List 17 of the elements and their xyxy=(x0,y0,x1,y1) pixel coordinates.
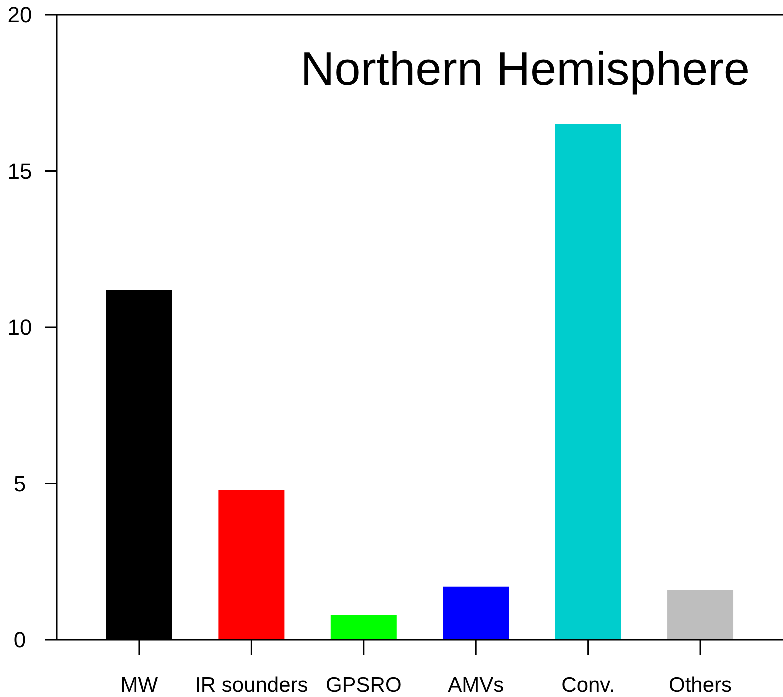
y-tick-label: 0 xyxy=(14,628,26,653)
x-tick-label: AMVs xyxy=(448,674,504,697)
x-tick-label: IR sounders xyxy=(195,674,308,697)
bar xyxy=(555,124,622,640)
bar xyxy=(443,586,510,640)
x-tick-label: Conv. xyxy=(562,674,615,697)
y-tick-label: 10 xyxy=(8,315,32,340)
x-tick-label: MW xyxy=(120,674,158,697)
y-tick-label: 20 xyxy=(8,2,32,28)
x-tick-label: Others xyxy=(669,674,732,697)
bar xyxy=(668,590,734,640)
bar xyxy=(330,615,397,640)
text: Northern Hemisphere xyxy=(300,42,750,95)
x-tick-label: GPSRO xyxy=(326,674,402,697)
y-tick-label: 15 xyxy=(8,158,32,184)
y-tick-label: 5 xyxy=(14,471,26,496)
bar xyxy=(218,490,285,640)
